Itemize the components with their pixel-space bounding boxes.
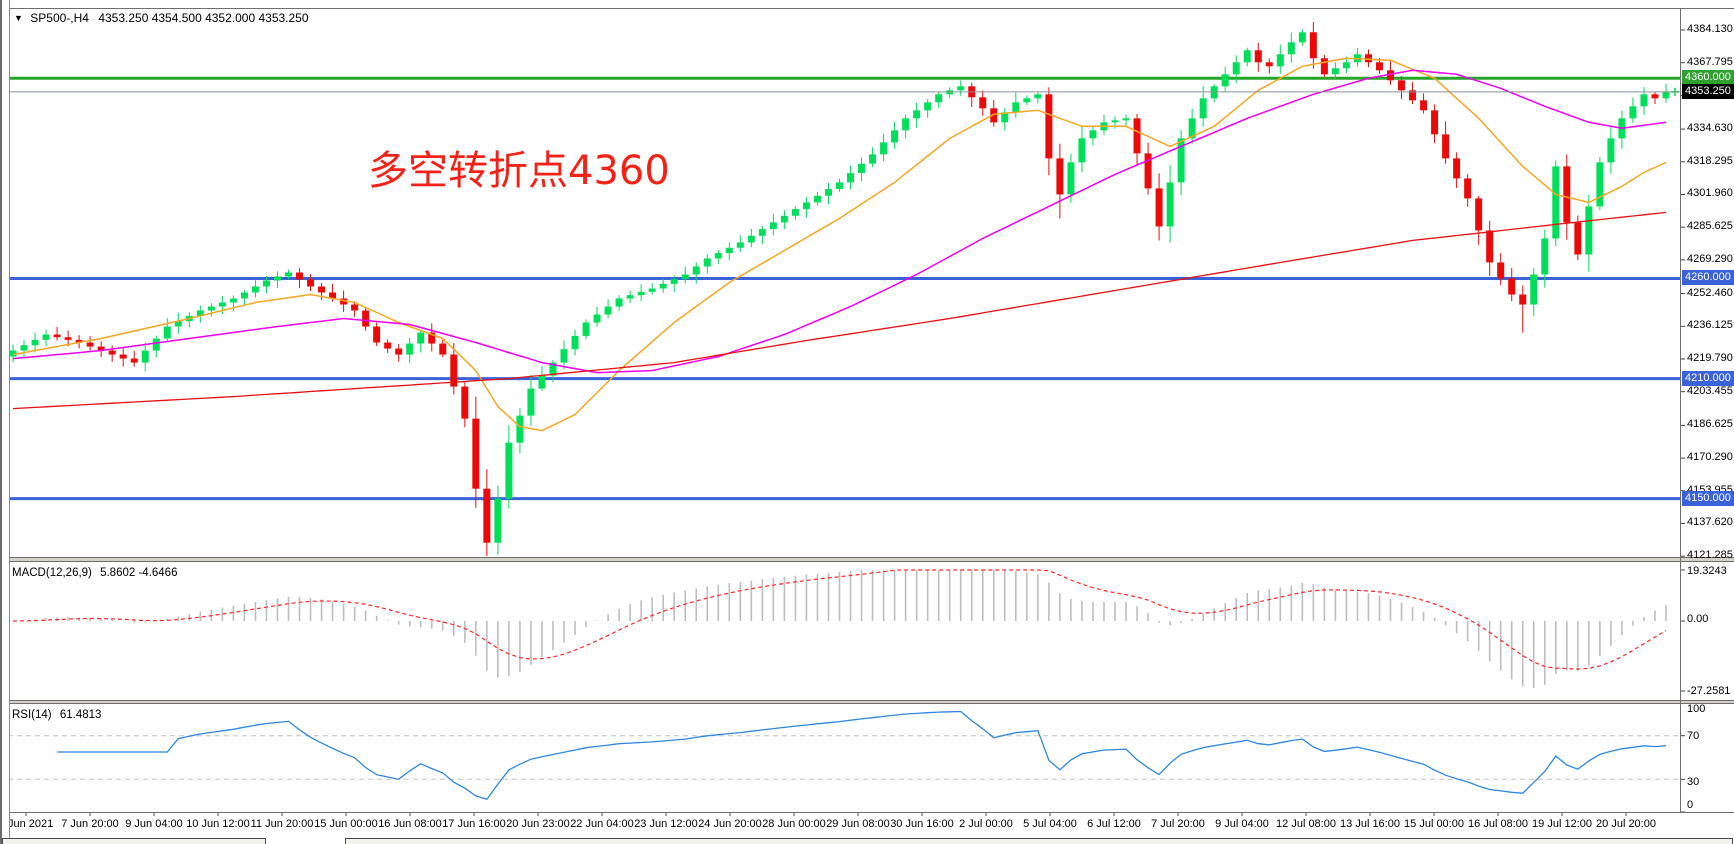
macd-signal-line	[12, 569, 1667, 670]
chart-title: ▼ SP500-,H4 4353.250 4354.500 4352.000 4…	[14, 12, 309, 25]
time-tick-label: 6 Jul 12:00	[1087, 818, 1141, 830]
candlestick-series	[9, 22, 1679, 557]
chart-text-annotation[interactable]: 多空转折点4360	[368, 148, 670, 194]
rsi-indicator-label: RSI(14)	[12, 709, 52, 721]
time-tick-label: 7 Jun 20:00	[61, 818, 119, 830]
macd-panel-bottom-border	[0, 700, 1734, 701]
rsi-indicator	[8, 710, 1680, 801]
time-tick-label: 15 Jun 00:00	[314, 818, 378, 830]
rsi-line	[57, 710, 1667, 801]
macd-indicator-label: MACD(12,26,9)	[12, 567, 92, 579]
price-tick-label: 4334.630	[1687, 122, 1733, 135]
price-tick-label: 4252.460	[1687, 286, 1733, 299]
bottom-cutoff-window-right[interactable]	[345, 838, 1733, 844]
price-tick-label: 4236.125	[1687, 319, 1733, 332]
price-tick-label: 4186.625	[1687, 418, 1733, 431]
rsi-axis-100-label: 100	[1687, 703, 1706, 715]
time-tick-label: 16 Jul 08:00	[1468, 818, 1528, 830]
time-tick-label: 30 Jun 16:00	[890, 818, 954, 830]
main-panel-bottom-border	[0, 557, 1734, 558]
rsi-panel-bottom-border	[0, 812, 1734, 813]
rsi-panel-splitter[interactable]	[0, 701, 1734, 704]
current-price-badge: 4353.250	[1682, 83, 1734, 99]
time-tick-label: 15 Jul 00:00	[1404, 818, 1464, 830]
time-tick-label: 16 Jun 08:00	[378, 818, 442, 830]
rsi-axis-70-label: 70	[1687, 730, 1700, 742]
resistance-level-badge: 4360.000	[1682, 70, 1734, 86]
macd-axis-zero-label: 0.00	[1687, 613, 1709, 625]
rsi-axis-30-label: 30	[1687, 776, 1700, 788]
support-level-badge: 4260.000	[1682, 270, 1734, 286]
rsi-axis-0-label: 0	[1687, 799, 1694, 811]
price-tick-label: 4219.790	[1687, 351, 1733, 364]
price-tick-label: 4170.290	[1687, 451, 1733, 464]
macd-indicator	[12, 569, 1667, 689]
price-tick-label: 4121.285	[1687, 549, 1733, 562]
price-tick-label: 4269.290	[1687, 252, 1733, 265]
time-tick-label: 2 Jul 00:00	[959, 818, 1013, 830]
price-axis-border	[1680, 8, 1681, 813]
time-tick-label: 12 Jul 08:00	[1276, 818, 1336, 830]
time-tick-label: 9 Jul 04:00	[1215, 818, 1269, 830]
macd-indicator-values: 5.8602 -4.6466	[100, 567, 178, 579]
price-tick-label: 4285.625	[1687, 220, 1733, 233]
symbol-timeframe-label: SP500-,H4	[30, 11, 89, 25]
macd-panel-title: MACD(12,26,9) 5.8602 -4.6466	[12, 566, 177, 580]
price-tick-label: 4384.130	[1687, 23, 1733, 35]
time-tick-label: 20 Jun 23:00	[506, 818, 570, 830]
rsi-panel-title: RSI(14) 61.4813	[12, 708, 101, 722]
symbol-dropdown-icon[interactable]: ▼	[14, 13, 23, 23]
axis-ticks	[25, 29, 1685, 816]
rsi-indicator-value: 61.4813	[59, 709, 102, 721]
time-tick-label: 13 Jul 16:00	[1340, 818, 1400, 830]
price-tick-label: 4301.960	[1687, 187, 1733, 200]
main-panel-top-border	[0, 8, 1734, 9]
time-tick-label: 19 Jul 12:00	[1532, 818, 1592, 830]
time-tick-label: 28 Jun 00:00	[762, 818, 826, 830]
time-tick-label: 4 Jun 2021	[0, 818, 54, 830]
ma-mid-magenta	[12, 69, 1667, 374]
macd-panel-splitter[interactable]	[0, 558, 1734, 561]
price-tick-label: 4367.795	[1687, 55, 1733, 68]
time-tick-label: 22 Jun 04:00	[570, 818, 634, 830]
time-tick-label: 17 Jun 16:00	[442, 818, 506, 830]
moving-average-lines	[12, 57, 1667, 432]
price-tick-label: 4137.620	[1687, 516, 1733, 529]
bottom-cutoff-window-left[interactable]	[2, 838, 266, 844]
support-level-badge: 4150.000	[1682, 490, 1734, 506]
time-tick-label: 23 Jun 12:00	[634, 818, 698, 830]
time-tick-label: 7 Jul 20:00	[1151, 818, 1205, 830]
time-tick-label: 9 Jun 04:00	[125, 818, 183, 830]
price-tick-label: 4203.455	[1687, 384, 1733, 397]
time-tick-label: 20 Jul 20:00	[1596, 818, 1656, 830]
macd-axis-max-label: 19.3243	[1687, 565, 1727, 577]
rsi-panel-top-border	[0, 703, 1734, 704]
macd-axis-min-label: -27.2581	[1687, 685, 1731, 697]
support-level-badge: 4210.000	[1682, 370, 1734, 386]
time-tick-label: 11 Jun 20:00	[250, 818, 314, 830]
time-tick-label: 29 Jun 08:00	[826, 818, 890, 830]
macd-panel-top-border	[0, 561, 1734, 562]
price-tick-label: 4318.295	[1687, 154, 1733, 167]
ma-fast-orange	[12, 57, 1667, 432]
time-tick-label: 10 Jun 12:00	[186, 818, 250, 830]
window-left-edge	[0, 0, 10, 844]
time-tick-label: 24 Jun 20:00	[698, 818, 762, 830]
ohlc-readout: 4353.250 4354.500 4352.000 4353.250	[98, 11, 309, 25]
time-tick-label: 5 Jul 04:00	[1023, 818, 1077, 830]
ma-slow-red	[12, 211, 1667, 410]
